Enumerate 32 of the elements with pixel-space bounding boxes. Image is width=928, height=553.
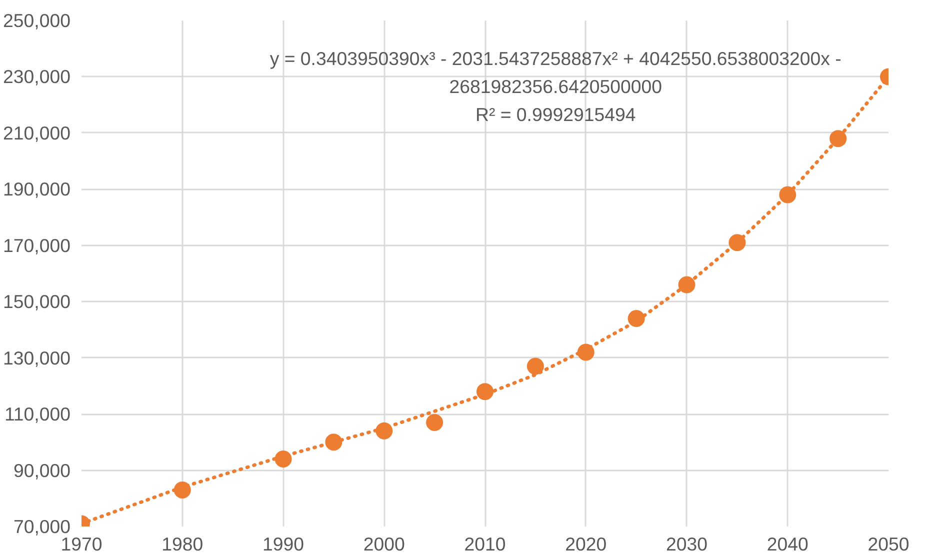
point xyxy=(325,434,342,451)
x-tick-label: 2010 xyxy=(464,534,506,553)
point xyxy=(678,276,696,294)
x-tick-label: 1990 xyxy=(262,534,304,553)
y-tick-label: 90,000 xyxy=(13,460,70,481)
point xyxy=(728,234,746,252)
point xyxy=(779,186,796,204)
x-tick-label: 2020 xyxy=(565,534,607,553)
point xyxy=(526,358,544,375)
x-tick-label: 2050 xyxy=(868,534,910,553)
point xyxy=(830,130,847,148)
y-tick-label: 190,000 xyxy=(3,178,71,200)
point xyxy=(274,450,292,468)
y-tick-label: 230,000 xyxy=(3,66,71,88)
point xyxy=(426,414,444,431)
x-tick-label: 2030 xyxy=(666,534,708,553)
x-tick-label: 2000 xyxy=(363,534,405,553)
point xyxy=(577,344,594,361)
y-tick-label: 170,000 xyxy=(3,234,71,256)
y-tick-label: 210,000 xyxy=(3,122,71,144)
x-tick-label: 2040 xyxy=(766,534,808,553)
point xyxy=(174,481,191,498)
y-tick-label: 150,000 xyxy=(3,291,71,312)
y-tick-label: 110,000 xyxy=(4,404,71,425)
annotation: R² = 0.9992915494 xyxy=(475,104,636,125)
x-tick-label: 1980 xyxy=(162,534,204,553)
point xyxy=(476,383,494,400)
point xyxy=(628,310,645,327)
y-tick-label: 250,000 xyxy=(3,10,71,31)
annotation: y = 0.3403950390x³ - 2031.5437258887x² + 4042550.6538003200x - 2681982356.6420500000 xyxy=(270,48,842,97)
point xyxy=(376,422,393,440)
y-tick-label: 130,000 xyxy=(3,347,71,368)
